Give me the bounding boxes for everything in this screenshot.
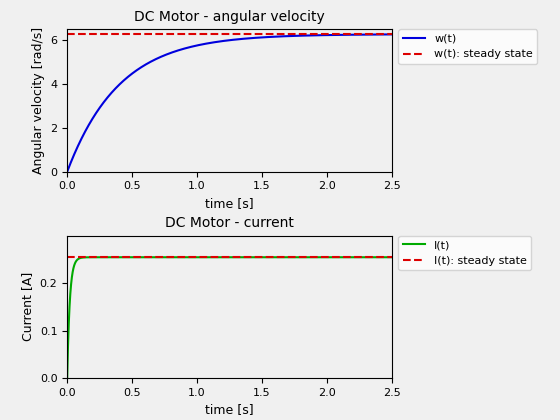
- X-axis label: time [s]: time [s]: [206, 403, 254, 416]
- w(t): [95, 108, 101, 113]
- I(t): [95, 255, 101, 260]
- Line: w(t): w(t): [67, 34, 392, 172]
- w(t): [159, 54, 166, 59]
- I(t): [64, 375, 71, 381]
- w(t): [127, 72, 134, 77]
- Legend: w(t), w(t): steady state: w(t), w(t): steady state: [399, 29, 537, 64]
- I(t): [76, 256, 83, 261]
- Legend: I(t), I(t): steady state: I(t), I(t): steady state: [399, 236, 531, 270]
- I(t): steady state: (1, 0.255): steady state: (1, 0.255): [194, 255, 200, 260]
- w(t): [64, 169, 71, 174]
- Line: I(t): I(t): [67, 257, 392, 378]
- I(t): [159, 255, 166, 260]
- I(t): [127, 255, 134, 260]
- w(t): steady state: (0, 6.28): steady state: (0, 6.28): [64, 32, 71, 37]
- Title: DC Motor - current: DC Motor - current: [165, 216, 294, 231]
- X-axis label: time [s]: time [s]: [206, 197, 254, 210]
- I(t): [161, 255, 168, 260]
- Y-axis label: Current [A]: Current [A]: [21, 272, 34, 341]
- Y-axis label: Angular velocity [rad/s]: Angular velocity [rad/s]: [32, 27, 45, 174]
- I(t): steady state: (0, 0.255): steady state: (0, 0.255): [64, 255, 71, 260]
- Title: DC Motor - angular velocity: DC Motor - angular velocity: [134, 10, 325, 24]
- w(t): [76, 140, 83, 145]
- I(t): [126, 255, 133, 260]
- I(t): [231, 255, 238, 260]
- w(t): [389, 32, 395, 37]
- w(t): steady state: (1, 6.28): steady state: (1, 6.28): [194, 32, 200, 37]
- w(t): [126, 73, 133, 78]
- I(t): [389, 255, 395, 260]
- w(t): [231, 37, 238, 42]
